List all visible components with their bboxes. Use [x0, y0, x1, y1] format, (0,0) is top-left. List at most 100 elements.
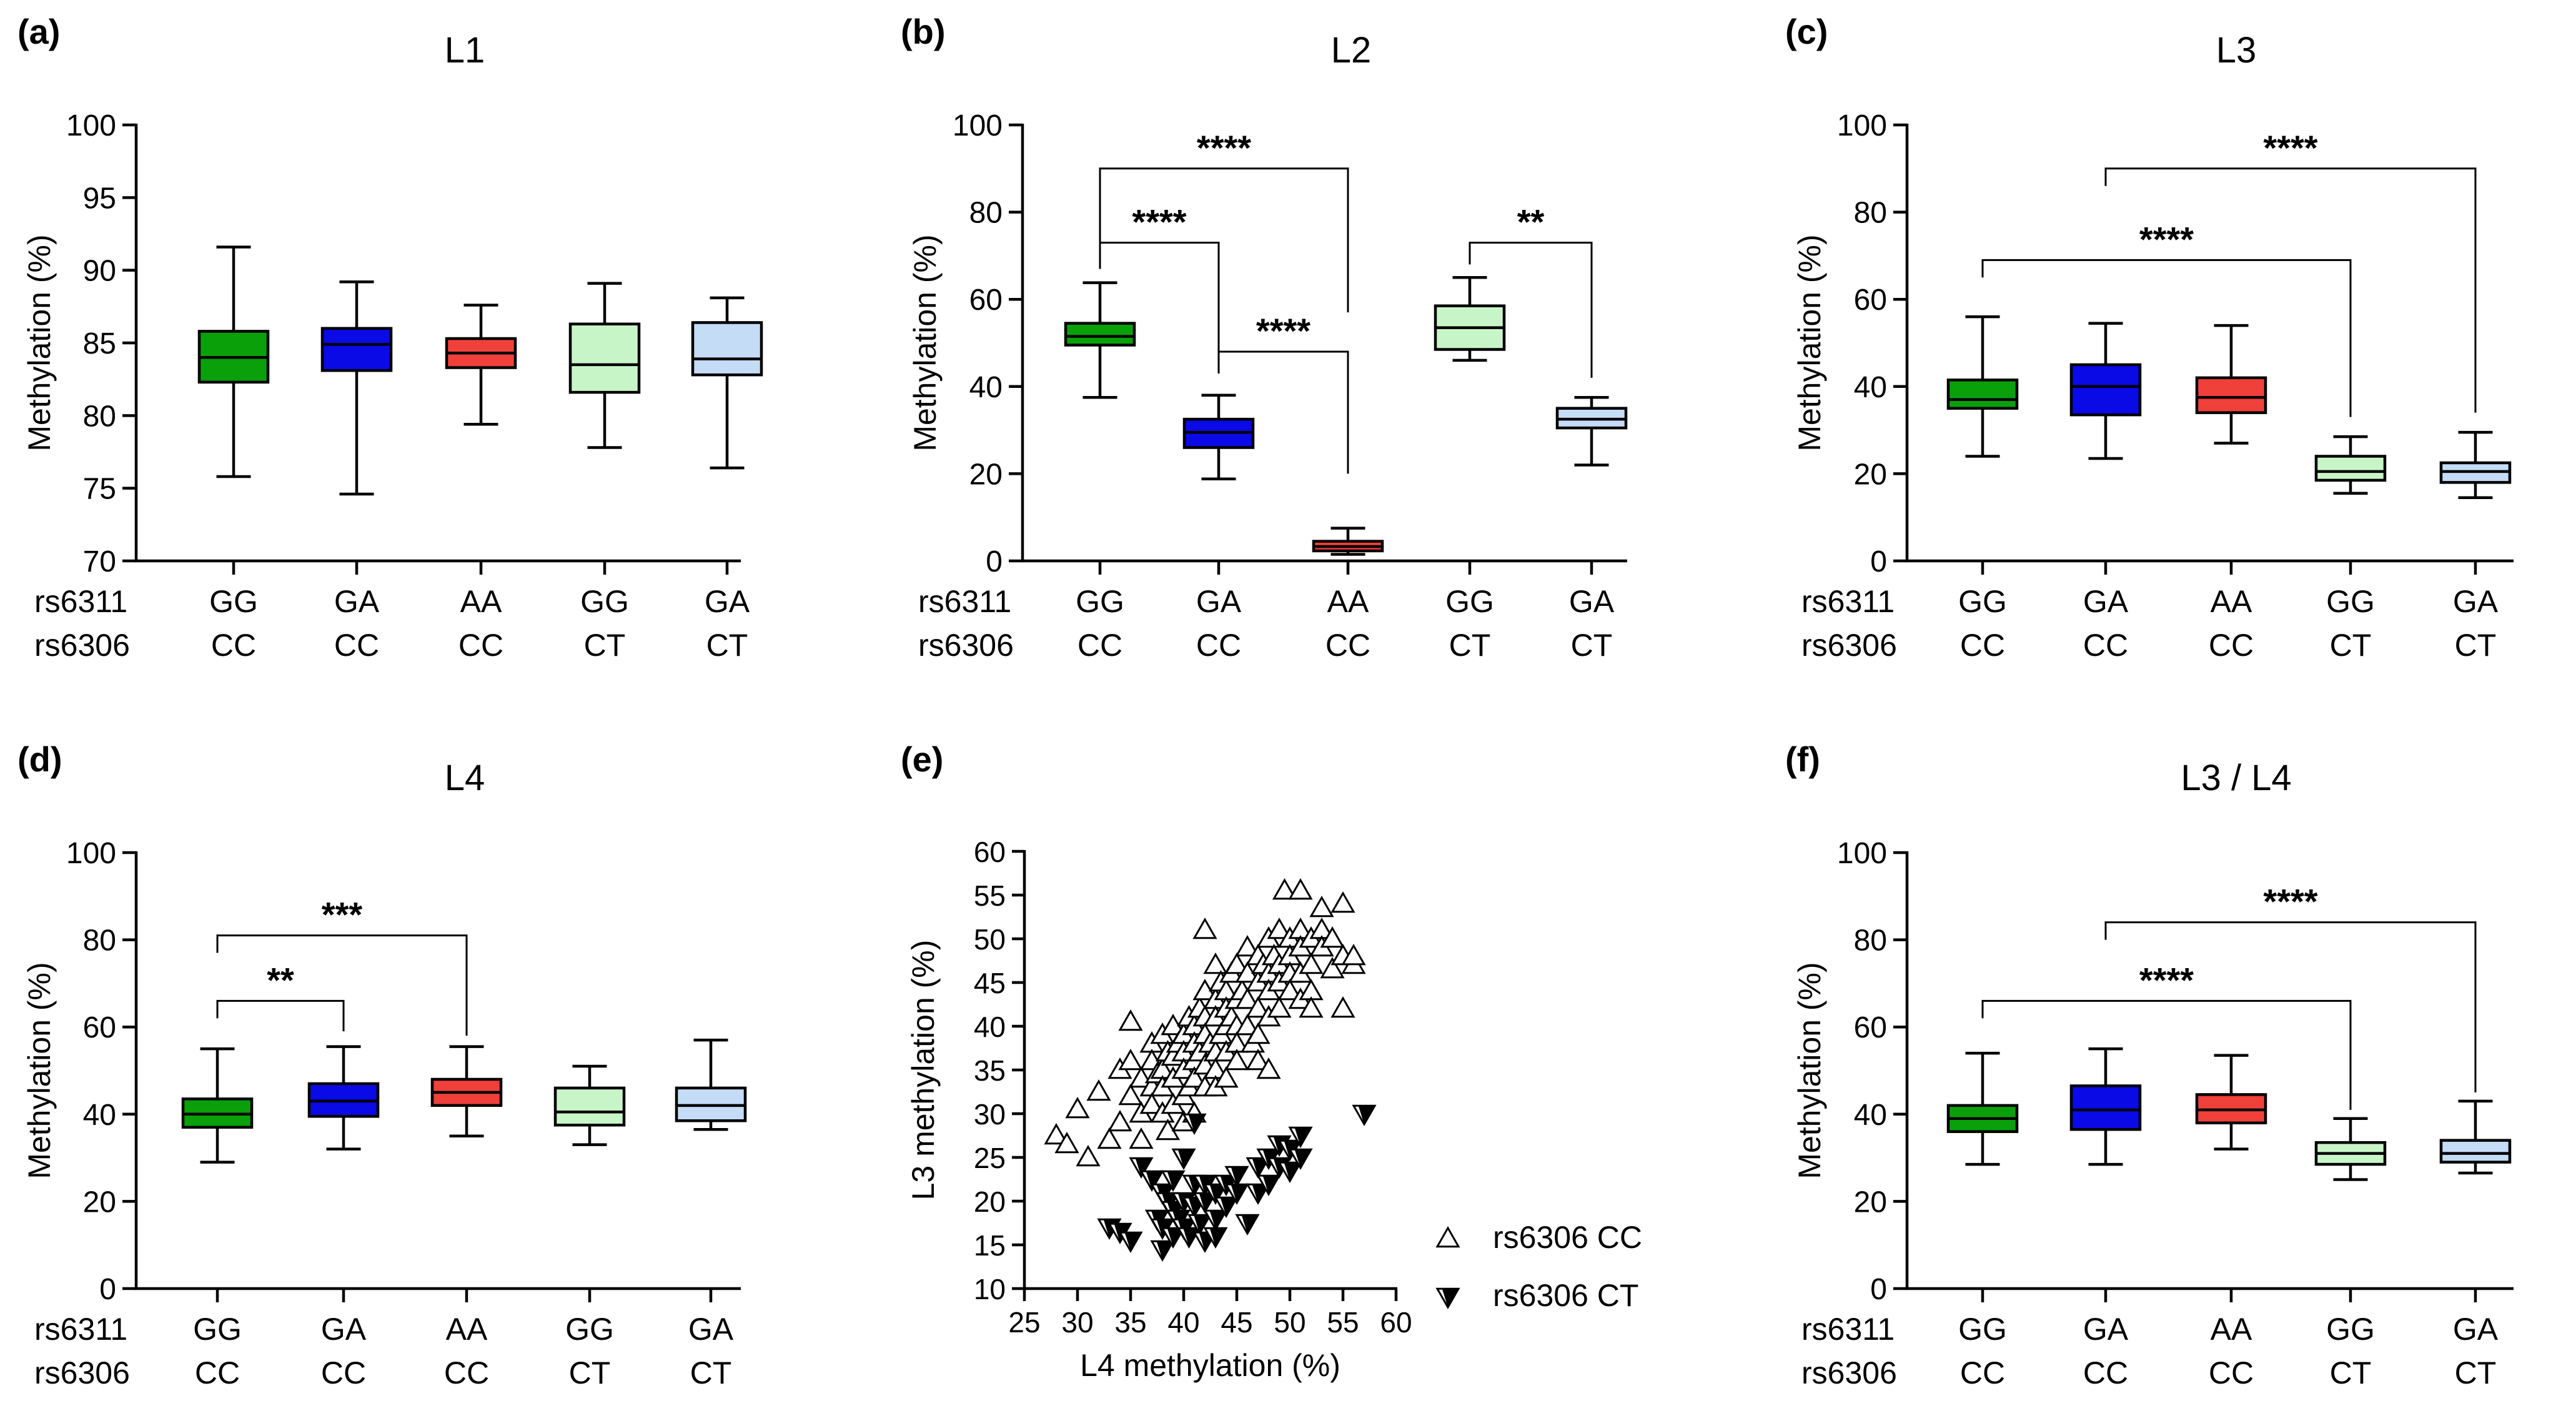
scatter-point — [1192, 917, 1217, 939]
marker-fill — [1284, 1162, 1300, 1181]
significance-label: **** — [2139, 960, 2194, 999]
scatter-point — [1139, 1092, 1164, 1114]
x-tick-label-rs6306: CC — [444, 1355, 489, 1390]
scatter-point — [1118, 1083, 1143, 1106]
significance-bracket: **** — [2104, 882, 2477, 1092]
marker-fill — [1209, 1228, 1226, 1247]
box-iqr — [320, 327, 393, 372]
scatter-point — [1341, 943, 1366, 966]
scatter-point — [1299, 952, 1324, 974]
significance-bracket: ** — [1469, 202, 1593, 378]
scatter-point — [1309, 895, 1334, 918]
scatter-point — [1288, 1148, 1313, 1171]
x-tick-label-rs6306: CT — [1571, 628, 1613, 663]
box-ga-ct — [1555, 396, 1628, 467]
scatter-point — [1161, 1227, 1186, 1249]
x-tick-label-rs6311: GG — [1076, 584, 1124, 619]
chart-title: L3 — [2216, 30, 2257, 71]
box-gg-cc — [1064, 281, 1136, 399]
scatter-point — [1256, 1057, 1281, 1079]
marker-fill — [1241, 1215, 1258, 1234]
box-iqr — [1064, 322, 1136, 347]
box-iqr — [568, 322, 641, 394]
y-tick-label: 0 — [99, 1273, 116, 1306]
row-label-rs6306: rs6306 — [34, 628, 130, 663]
box-gg-ct — [568, 282, 641, 449]
y-tick-label: 90 — [83, 255, 116, 288]
scatter-point — [1182, 1066, 1207, 1088]
box-gg-cc — [1946, 1051, 2019, 1166]
marker-fill — [1209, 1211, 1226, 1229]
x-tick-label-rs6311: AA — [446, 1312, 488, 1347]
panel-label: (d) — [17, 740, 62, 779]
scatter-point — [1203, 952, 1228, 974]
marker-fill — [1220, 1197, 1237, 1216]
significance-bracket: **** — [1217, 311, 1349, 474]
x-tick-label-rs6306: CC — [1960, 628, 2005, 663]
box-gg-ct — [1434, 276, 1506, 362]
box-ga-cc — [307, 1045, 380, 1151]
bracket-line — [216, 999, 345, 1032]
bracket-line — [1217, 350, 1349, 474]
panel-c: (c) L3 0 20 40 60 80 100 Methylation (%) GG CC GA CC… — [1785, 12, 2514, 663]
x-tick-label-rs6311: GG — [209, 584, 258, 619]
marker-fill — [1262, 1176, 1279, 1194]
scatter-point — [1277, 978, 1302, 1001]
box-iqr — [2314, 455, 2387, 482]
marker-fill — [1209, 1184, 1226, 1203]
row-label-rs6306: rs6306 — [1801, 628, 1897, 663]
x-tick-label-rs6311: GG — [1958, 1312, 2007, 1347]
x-tick-label-rs6311: GA — [2083, 584, 2129, 619]
scatter-point — [1352, 1104, 1377, 1127]
scatter-point — [1054, 1131, 1079, 1154]
x-tick-label-rs6311: GG — [2326, 584, 2375, 619]
scatter-point — [1235, 987, 1260, 1009]
y-tick-label: 10 — [974, 1273, 1006, 1305]
x-tick-label-rs6306: CT — [1449, 628, 1491, 663]
box-gg-ct — [2314, 435, 2387, 495]
y-axis-label: Methylation (%) — [1792, 234, 1827, 451]
y-tick-label: 80 — [1854, 197, 1887, 230]
box-aa-cc — [2195, 1054, 2267, 1151]
scatter-point — [1203, 1183, 1228, 1206]
significance-label: **** — [2263, 128, 2317, 167]
significance-label: **** — [2263, 882, 2317, 921]
marker-fill — [1167, 1171, 1184, 1190]
y-tick-label: 20 — [83, 1186, 116, 1219]
marker-fill — [1252, 1184, 1269, 1203]
x-tick-label-rs6306: CC — [2209, 628, 2254, 663]
box-gg-ct — [2314, 1117, 2387, 1181]
row-label-rs6306: rs6306 — [34, 1355, 130, 1390]
y-tick-label: 95 — [83, 182, 116, 215]
scatter-point — [1214, 1196, 1239, 1219]
marker-fill — [1194, 1215, 1211, 1234]
y-axis-label: L3 methylation (%) — [906, 940, 941, 1201]
box-iqr — [1946, 379, 2019, 410]
legend-marker-cc — [1435, 1225, 1460, 1248]
scatter-point — [1256, 1174, 1281, 1197]
y-tick-label: 100 — [1837, 837, 1887, 870]
x-tick-label-rs6311: GA — [1196, 584, 1242, 619]
y-tick-label: 25 — [974, 1142, 1006, 1174]
box-ga-ct — [2439, 430, 2512, 500]
box-ga-ct — [691, 296, 763, 470]
x-tick-label-rs6311: GG — [580, 584, 629, 619]
box-gg-ct — [553, 1064, 626, 1146]
marker-fill — [1188, 1114, 1205, 1133]
scatter-point — [1320, 956, 1345, 979]
panel-label: (c) — [1785, 12, 1828, 51]
y-tick-label: 20 — [1854, 1186, 1887, 1219]
scatter-point — [1150, 1240, 1175, 1262]
row-label-rs6306: rs6306 — [918, 628, 1014, 663]
box-iqr — [2439, 1139, 2512, 1164]
scatter-point — [1277, 1161, 1302, 1184]
x-tick-label-rs6306: CT — [690, 1355, 732, 1390]
y-tick-label: 20 — [969, 458, 1003, 491]
marker-fill — [1252, 1158, 1269, 1177]
y-tick-label: 40 — [83, 1099, 116, 1132]
y-tick-label: 35 — [974, 1054, 1006, 1087]
scatter-point — [1171, 1148, 1196, 1171]
x-tick-label-rs6306: CC — [1325, 628, 1370, 663]
row-label-rs6311: rs6311 — [1801, 1312, 1895, 1347]
y-tick-label: 100 — [66, 837, 116, 870]
